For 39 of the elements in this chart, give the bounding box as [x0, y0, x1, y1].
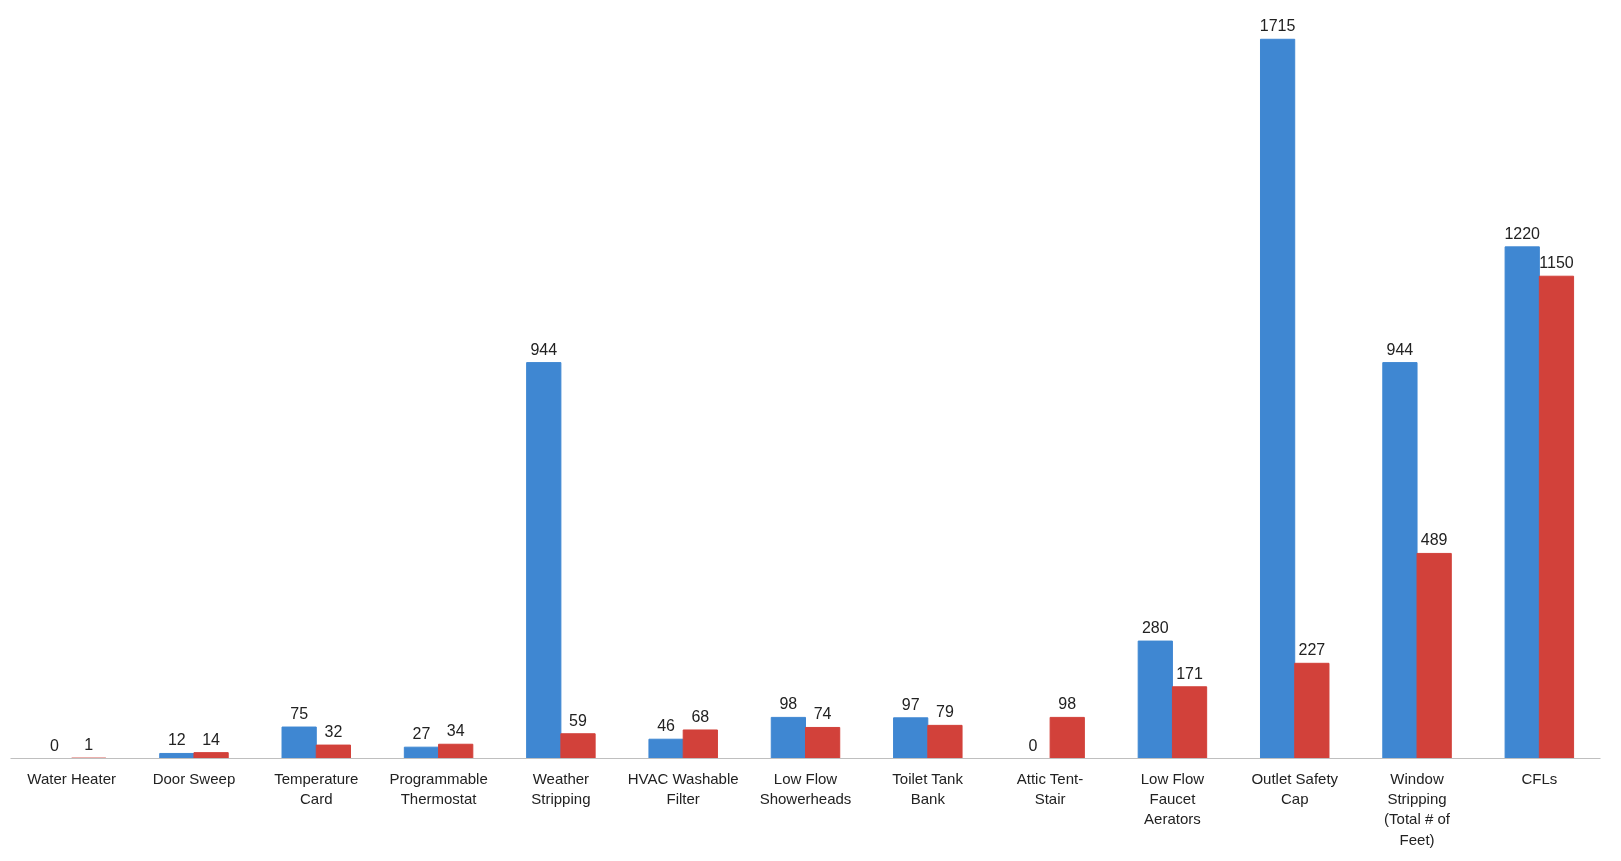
x-tick-label: Attic Tent-Stair [1016, 769, 1084, 807]
data-label: 79 [936, 703, 954, 721]
data-label: 280 [1141, 619, 1169, 637]
data-label: 0 [1028, 736, 1038, 754]
data-label: 34 [446, 722, 465, 740]
data-label: 0 [50, 736, 60, 754]
data-label: 14 [202, 730, 221, 748]
x-tick-label: Door Sweep [152, 769, 236, 787]
data-label: 171 [1176, 664, 1203, 682]
data-label: 98 [779, 695, 798, 713]
x-tick-label: Weather Stripping [531, 769, 591, 807]
data-label: 227 [1298, 641, 1326, 659]
data-label: 1 [84, 736, 94, 754]
data-label: 32 [324, 723, 343, 741]
x-tick-label: Programmable Thermostat [389, 769, 488, 807]
data-label: 944 [1386, 340, 1414, 358]
x-tick-label: CFLs [1521, 769, 1558, 787]
x-tick-label: Window Stripping (Total # of Feet) [1384, 769, 1451, 848]
x-tick-label: HVAC Washable Filter [627, 769, 739, 807]
data-label: 1715 [1259, 17, 1296, 35]
data-label: 74 [813, 705, 832, 723]
data-label: 12 [167, 731, 186, 749]
data-label: 1220 [1504, 224, 1541, 242]
data-label: 68 [691, 707, 710, 725]
x-tick-label: Low Flow Showerheads [759, 769, 852, 807]
data-label: 75 [290, 705, 309, 723]
x-tick-label: Temperature Card [274, 769, 359, 807]
data-label: 98 [1058, 695, 1077, 713]
data-label: 27 [412, 725, 431, 743]
data-label: 1150 [1539, 254, 1574, 272]
data-label: 46 [657, 717, 676, 735]
data-label: 97 [901, 695, 920, 713]
x-tick-label: Low Flow Faucet Aerators [1140, 769, 1205, 828]
x-tick-label: Outlet Safety Cap [1251, 769, 1339, 807]
data-label: 944 [530, 340, 558, 358]
data-label: 489 [1420, 531, 1448, 549]
x-tick-label: Water Heater [27, 769, 116, 787]
x-tick-label: Toilet Tank Bank [892, 769, 964, 807]
data-label: 59 [569, 711, 588, 729]
